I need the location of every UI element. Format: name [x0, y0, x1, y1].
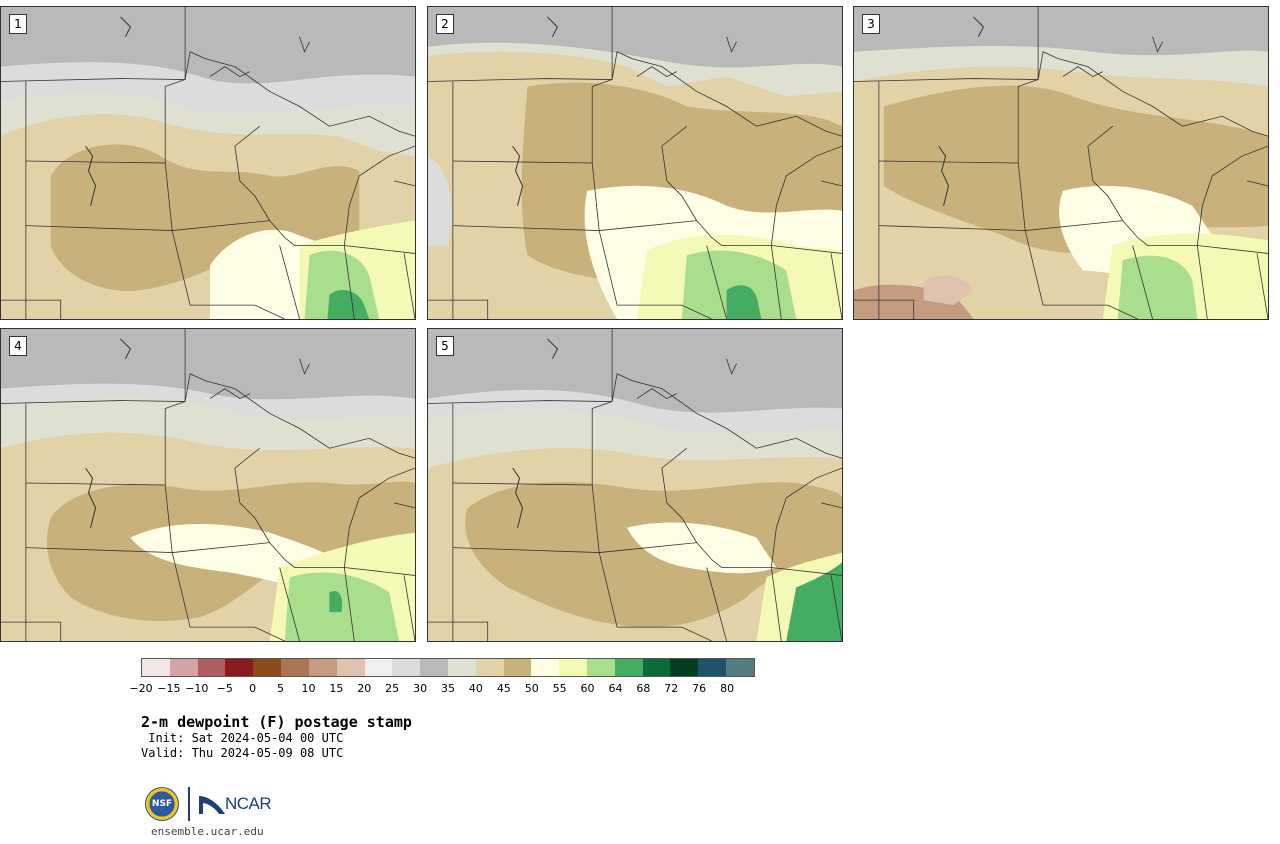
colorbar-tick-label: 25: [385, 682, 400, 695]
dewpoint-map-1: [1, 7, 415, 319]
colorbar-tick-label: 35: [441, 682, 455, 695]
colorbar-tick-label: 76: [692, 682, 707, 695]
colorbar-tick-label: 5: [277, 682, 285, 695]
dewpoint-map-3: [854, 7, 1268, 319]
colorbar-tick-label: −15: [157, 682, 181, 695]
colorbar-swatch: [281, 659, 309, 676]
ncar-swoosh-icon: [199, 796, 225, 814]
map-panel-4: 4: [0, 328, 416, 642]
colorbar-swatch: [559, 659, 587, 676]
colorbar-tick-label: −5: [216, 682, 233, 695]
colorbar-tick-label: 80: [720, 682, 735, 695]
plot-title: 2-m dewpoint (F) postage stamp: [141, 713, 412, 731]
nsf-logo: NSF: [145, 787, 179, 821]
panel-number: 4: [9, 336, 27, 356]
panel-number: 5: [436, 336, 454, 356]
colorbar-swatch: [253, 659, 282, 676]
colorbar-tick-label: 60: [580, 682, 595, 695]
colorbar-swatch: [698, 659, 727, 676]
colorbar-tick-label: 50: [524, 682, 539, 695]
colorbar-tick-label: 30: [413, 682, 428, 695]
map-panel-1: 1: [0, 6, 416, 320]
colorbar-swatch: [726, 659, 754, 676]
colorbar-tick-label: 40: [468, 682, 483, 695]
colorbar-ticks: −20 −15 −10 −5 0 5 10 15 20 25 30 35 40 45 50 55 60 64 68 7…: [129, 682, 755, 696]
dewpoint-map-4: [1, 329, 415, 641]
map-panel-5: 5: [427, 328, 843, 642]
colorbar-swatch: [475, 659, 504, 676]
init-time: Init: Sat 2024-05-04 00 UTC: [141, 731, 344, 745]
colorbar-swatch: [447, 659, 476, 676]
colorbar-swatch: [308, 659, 337, 676]
colorbar-swatch: [142, 659, 170, 676]
colorbar-swatch: [225, 659, 254, 676]
colorbar-swatch: [503, 659, 532, 676]
colorbar-swatch: [642, 659, 671, 676]
colorbar-tick-label: 20: [357, 682, 372, 695]
colorbar-swatch: [670, 659, 699, 676]
dewpoint-map-5: [428, 329, 842, 641]
logos: NSF NCAR: [145, 786, 272, 822]
panel-number: 1: [9, 14, 27, 34]
map-panel-2: 2: [427, 6, 843, 320]
map-panel-3: 3: [853, 6, 1269, 320]
colorbar-tick-label: 0: [249, 682, 257, 695]
panel-number: 2: [436, 14, 454, 34]
colorbar-tick-label: 45: [496, 682, 511, 695]
panel-number: 3: [862, 14, 880, 34]
colorbar-tick-label: 15: [329, 682, 344, 695]
colorbar-swatch: [336, 659, 365, 676]
colorbar-swatch: [420, 659, 448, 676]
colorbar-swatch: [392, 659, 421, 676]
logo-divider: [188, 787, 190, 821]
ncar-logo: NCAR: [199, 794, 272, 814]
colorbar-swatch: [587, 659, 615, 676]
colorbar-tick-label: −20: [129, 682, 153, 695]
colorbar-tick-label: 55: [552, 682, 567, 695]
colorbar-swatch: [169, 659, 198, 676]
dewpoint-map-2: [428, 7, 842, 319]
valid-time: Valid: Thu 2024-05-09 08 UTC: [141, 746, 344, 760]
title-block: 2-m dewpoint (F) postage stamp Init: Sat…: [141, 713, 412, 761]
nsf-logo-text: NSF: [151, 799, 173, 809]
colorbar-tick-label: 68: [636, 682, 651, 695]
website-label: ensemble.ucar.edu: [151, 825, 264, 838]
colorbar-swatch: [364, 659, 393, 676]
ncar-logo-text: NCAR: [225, 794, 272, 813]
colorbar-tick-label: −10: [185, 682, 209, 695]
colorbar-tick-label: 72: [664, 682, 679, 695]
colorbar: [141, 658, 755, 677]
colorbar-tick-label: 64: [608, 682, 623, 695]
colorbar-swatch: [531, 659, 560, 676]
colorbar-swatch: [614, 659, 643, 676]
colorbar-swatch: [197, 659, 226, 676]
colorbar-tick-label: 10: [301, 682, 316, 695]
